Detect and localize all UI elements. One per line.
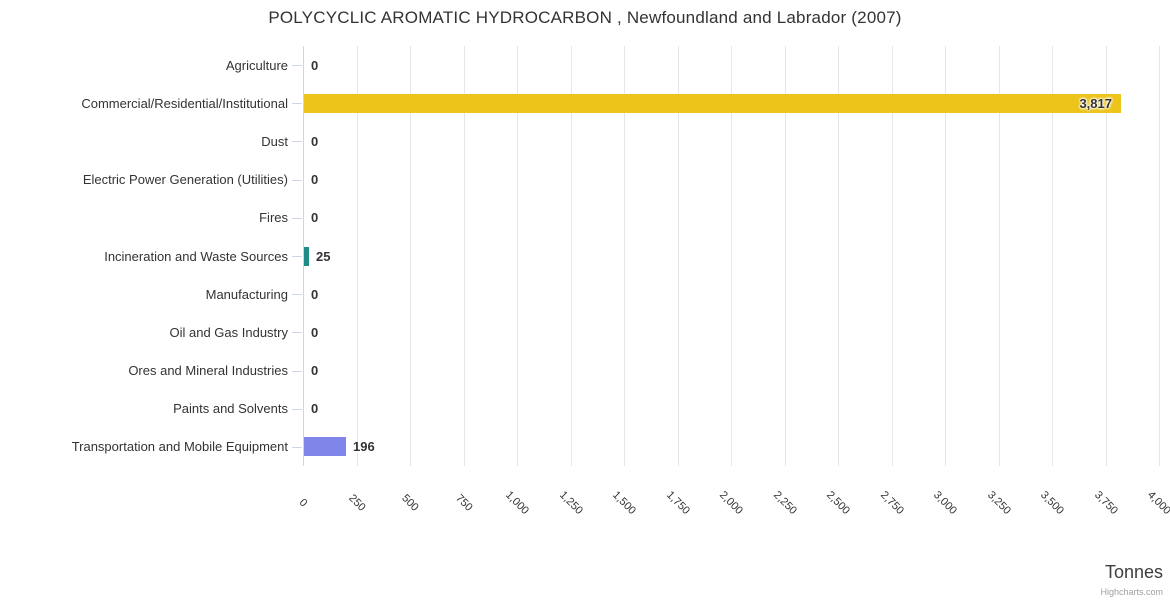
category-axis-line <box>303 46 304 466</box>
gridline <box>356 46 358 466</box>
gridline <box>1052 46 1053 466</box>
category-label: Ores and Mineral Industries <box>128 363 288 379</box>
bar-data-label: 25 <box>316 248 331 264</box>
gridline <box>891 46 893 466</box>
gridline <box>570 46 572 466</box>
gridline <box>1105 46 1107 466</box>
bar-transportation-and-mobile-equipment[interactable] <box>304 437 346 457</box>
x-axis-tick-label: 250 <box>345 492 368 514</box>
highcharts-credit-link[interactable]: Highcharts.com <box>1100 587 1163 597</box>
x-axis-tick-label: 750 <box>452 492 475 514</box>
bar-data-label: 0 <box>311 133 319 149</box>
gridline <box>624 46 625 466</box>
category-label: Fires <box>259 210 288 226</box>
category-label: Transportation and Mobile Equipment <box>71 439 288 455</box>
bar-data-label: 3,817 <box>1079 95 1112 111</box>
x-axis-tick-label: 1,000 <box>503 489 531 517</box>
bar-incineration-and-waste-sources[interactable] <box>304 246 309 266</box>
bar-data-label: 196 <box>353 439 375 455</box>
x-axis-tick-label: 4,000 <box>1145 489 1170 517</box>
x-axis-tick-label: 1,500 <box>610 489 638 517</box>
x-axis-tick-label: 0 <box>296 496 310 510</box>
category-axis-tick <box>292 256 302 257</box>
category-axis-tick <box>292 409 302 410</box>
x-axis-tick-label: 3,000 <box>931 489 959 517</box>
category-axis-tick <box>292 65 302 66</box>
category-axis-tick <box>292 447 302 448</box>
category-label: Paints and Solvents <box>173 401 288 417</box>
x-axis-tick-label: 2,000 <box>717 489 745 517</box>
category-label: Dust <box>261 133 288 149</box>
category-axis-tick <box>292 103 302 104</box>
bar-commercial-residential-institutional[interactable] <box>304 93 1121 113</box>
x-axis-title: Tonnes <box>1104 562 1163 582</box>
gridline <box>945 46 946 466</box>
gridline <box>517 46 518 466</box>
gridline <box>998 46 1000 466</box>
x-axis-tick-label: 2,500 <box>824 489 852 517</box>
bar-data-label: 0 <box>311 363 319 379</box>
bar-data-label: 0 <box>311 57 319 73</box>
category-label: Oil and Gas Industry <box>169 324 289 340</box>
category-axis-tick <box>292 218 302 219</box>
category-axis-tick <box>292 180 302 181</box>
x-axis-tick-label: 2,750 <box>877 489 906 517</box>
bar-data-label: 0 <box>311 172 319 188</box>
gridline <box>677 46 679 466</box>
gridline <box>1159 46 1160 466</box>
bar-data-label: 0 <box>311 210 319 226</box>
x-axis-tick-label: 1,250 <box>556 489 585 517</box>
gridline <box>731 46 732 466</box>
category-axis-tick <box>292 371 302 372</box>
x-axis-tick-label: 500 <box>399 492 421 514</box>
gridline <box>838 46 839 466</box>
x-axis-tick-label: 3,250 <box>984 489 1013 517</box>
bar-data-label: 0 <box>311 401 319 417</box>
category-label: Electric Power Generation (Utilities) <box>82 172 288 188</box>
category-axis-tick <box>292 332 302 333</box>
category-axis-tick <box>292 141 302 142</box>
category-label: Commercial/Residential/Institutional <box>81 95 288 111</box>
bar-data-label: 0 <box>311 324 319 340</box>
x-axis-tick-label: 3,500 <box>1038 489 1066 517</box>
gridline <box>410 46 411 466</box>
x-axis-tick-label: 1,750 <box>663 489 692 517</box>
category-label: Manufacturing <box>205 286 288 302</box>
x-axis-tick-label: 2,250 <box>770 489 799 517</box>
category-axis-tick <box>292 294 302 295</box>
category-label: Agriculture <box>225 57 288 73</box>
gridline <box>784 46 786 466</box>
chart-title: POLYCYCLIC AROMATIC HYDROCARBON , Newfou… <box>268 8 902 27</box>
gridline <box>463 46 465 466</box>
category-label: Incineration and Waste Sources <box>104 248 288 264</box>
x-axis-tick-label: 3,750 <box>1091 489 1120 517</box>
bar-data-label: 0 <box>311 286 319 302</box>
